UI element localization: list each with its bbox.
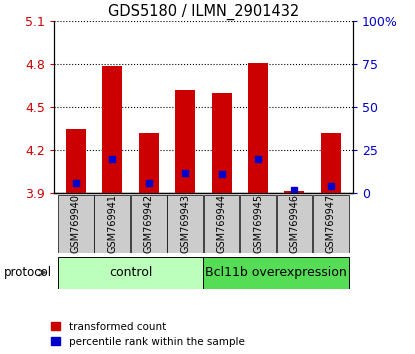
Text: GSM769942: GSM769942 [144,194,154,253]
FancyBboxPatch shape [203,257,349,289]
Text: GSM769943: GSM769943 [180,194,190,253]
FancyBboxPatch shape [58,195,94,252]
Title: GDS5180 / ILMN_2901432: GDS5180 / ILMN_2901432 [108,4,299,20]
Bar [284,192,305,193]
FancyBboxPatch shape [131,195,166,252]
FancyBboxPatch shape [204,195,239,252]
Bar [102,65,122,193]
FancyBboxPatch shape [240,195,276,252]
Text: GSM769945: GSM769945 [253,194,263,253]
Text: GSM769940: GSM769940 [71,194,81,253]
Text: GSM769944: GSM769944 [217,194,227,253]
FancyBboxPatch shape [276,195,312,252]
Bar [175,90,195,193]
FancyBboxPatch shape [94,195,130,252]
Text: control: control [109,266,152,279]
Bar [248,63,268,193]
Text: protocol: protocol [4,266,52,279]
FancyBboxPatch shape [167,195,203,252]
Bar [212,93,232,193]
Legend: transformed count, percentile rank within the sample: transformed count, percentile rank withi… [51,322,244,347]
FancyBboxPatch shape [313,195,349,252]
Text: Bcl11b overexpression: Bcl11b overexpression [205,266,347,279]
Bar [139,133,159,193]
Bar [66,129,86,193]
Text: GSM769946: GSM769946 [289,194,300,253]
FancyBboxPatch shape [58,257,203,289]
Text: GSM769941: GSM769941 [107,194,117,253]
Bar [321,133,341,193]
Text: GSM769947: GSM769947 [326,194,336,253]
